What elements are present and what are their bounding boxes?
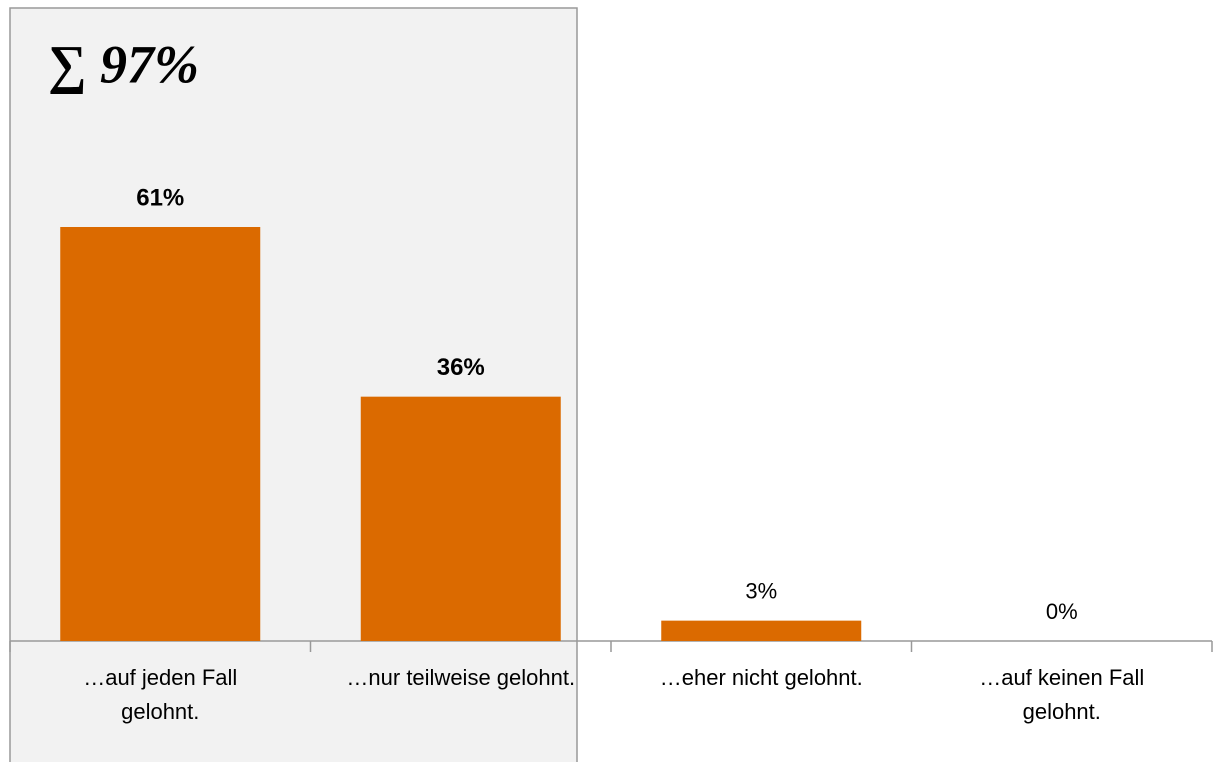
x-tick-label: …auf keinen Fall gelohnt. xyxy=(979,665,1145,724)
x-tick-label: …auf jeden Fall gelohnt. xyxy=(83,665,238,724)
bar xyxy=(360,396,561,641)
bar xyxy=(60,227,261,641)
x-tick-label: …nur teilweise gelohnt. xyxy=(346,665,576,690)
value-label: 36% xyxy=(437,354,485,381)
value-label: 61% xyxy=(136,184,184,211)
bar xyxy=(661,620,862,641)
x-tick-label: …eher nicht gelohnt. xyxy=(659,665,863,690)
value-label: 0% xyxy=(1046,599,1078,624)
value-label: 3% xyxy=(745,578,777,603)
annotation: ∑ 97% xyxy=(48,34,199,94)
